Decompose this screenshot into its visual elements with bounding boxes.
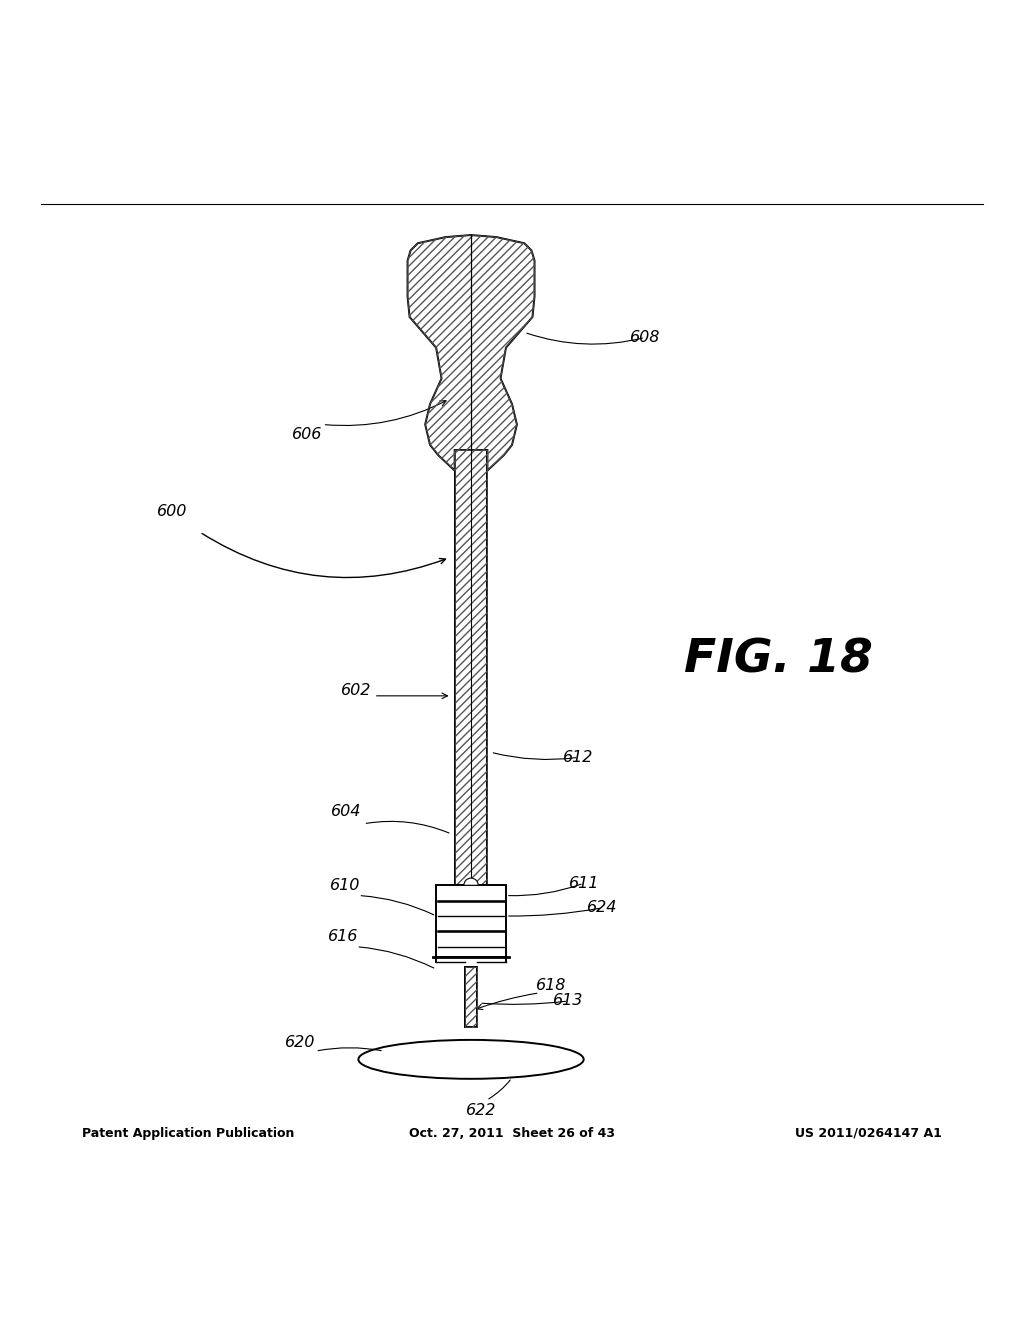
Text: 622: 622 [466, 1104, 497, 1118]
Text: 613: 613 [553, 994, 584, 1008]
Text: 624: 624 [587, 900, 617, 915]
Text: 620: 620 [285, 1035, 315, 1051]
Text: 608: 608 [630, 330, 660, 345]
Bar [455, 450, 487, 886]
Bar [436, 886, 506, 957]
Text: 612: 612 [563, 750, 594, 764]
Bar [455, 450, 487, 886]
Text: 610: 610 [330, 878, 360, 892]
Text: FIG. 18: FIG. 18 [684, 638, 872, 682]
Text: Patent Application Publication: Patent Application Publication [82, 1126, 294, 1139]
Text: 604: 604 [331, 804, 361, 818]
Text: 616: 616 [328, 929, 358, 944]
Polygon shape [408, 235, 535, 470]
Bar [465, 968, 477, 1027]
Text: 600: 600 [157, 504, 187, 519]
Text: 602: 602 [341, 684, 372, 698]
Bar [465, 968, 477, 1027]
Wedge shape [464, 878, 478, 886]
Text: 611: 611 [568, 875, 599, 891]
Text: US 2011/0264147 A1: US 2011/0264147 A1 [796, 1126, 942, 1139]
Text: Oct. 27, 2011  Sheet 26 of 43: Oct. 27, 2011 Sheet 26 of 43 [409, 1126, 615, 1139]
Text: 606: 606 [292, 428, 323, 442]
Text: 618: 618 [536, 978, 566, 993]
